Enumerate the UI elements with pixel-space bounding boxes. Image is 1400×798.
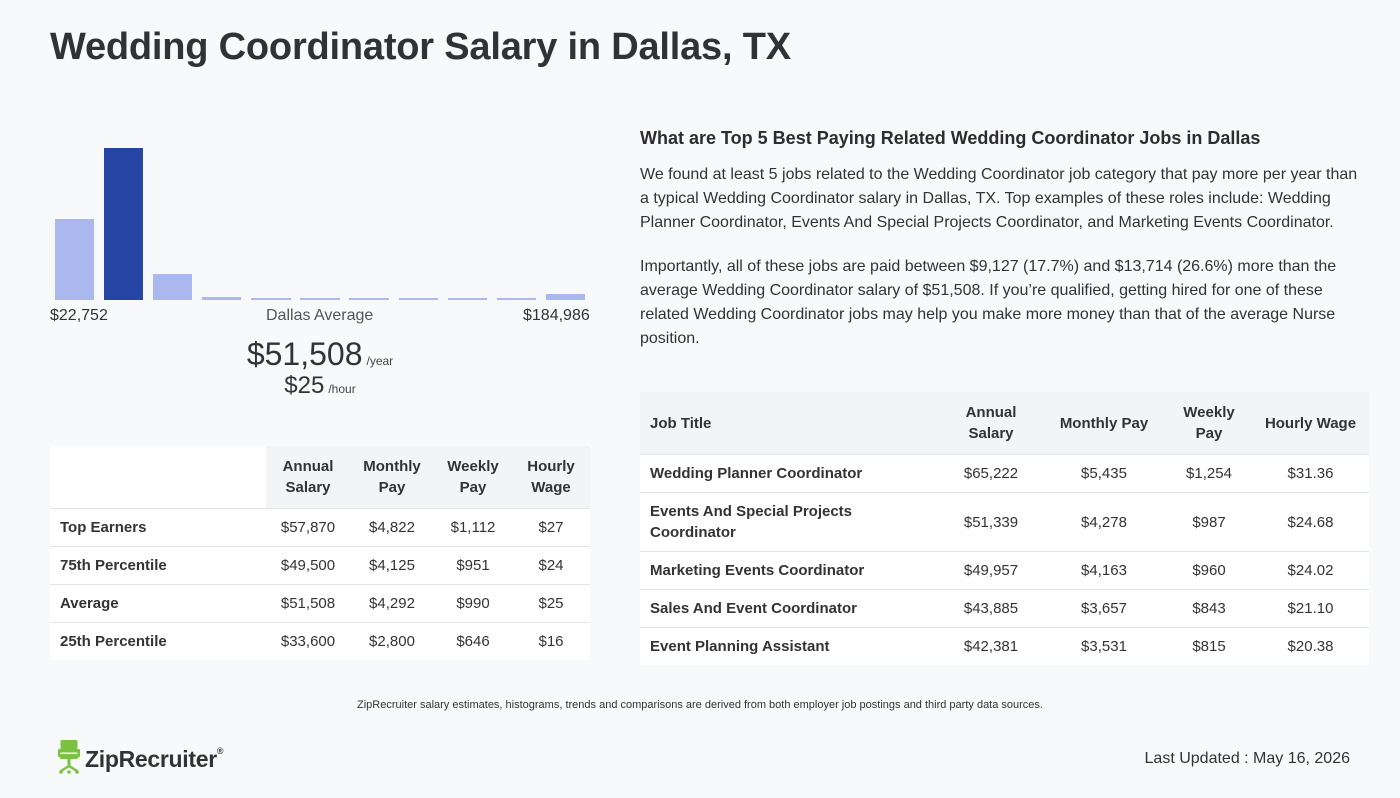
average-hourly-unit: /hour <box>328 382 356 396</box>
hourly-cell: $16 <box>512 622 590 660</box>
table-row: Wedding Planner Coordinator $65,222 $5,4… <box>640 454 1369 493</box>
header-annual-salary: Annual Salary <box>940 392 1042 455</box>
histogram-bar <box>398 298 438 300</box>
table-row: 75th Percentile $49,500 $4,125 $951 $24 <box>50 546 590 585</box>
header-monthly-pay: Monthly Pay <box>350 446 434 509</box>
histogram-bar <box>300 298 340 300</box>
related-jobs-header: Job Title Annual Salary Monthly Pay Week… <box>640 392 1369 455</box>
annual-cell: $43,885 <box>940 589 1042 628</box>
chair-icon <box>58 740 80 779</box>
salary-histogram <box>50 140 590 300</box>
hourly-cell: $27 <box>512 508 590 547</box>
annual-cell: $57,870 <box>266 508 350 547</box>
monthly-cell: $4,822 <box>350 508 434 547</box>
hourly-cell: $25 <box>512 584 590 623</box>
annual-cell: $33,600 <box>266 622 350 660</box>
percentile-table: Annual Salary Monthly Pay Weekly Pay Hou… <box>50 446 590 660</box>
histogram-max-label: $184,986 <box>523 307 590 324</box>
monthly-cell: $3,657 <box>1042 589 1166 628</box>
table-row: Average $51,508 $4,292 $990 $25 <box>50 584 590 623</box>
hourly-cell: $31.36 <box>1252 454 1369 493</box>
hourly-cell: $20.38 <box>1252 627 1369 665</box>
annual-cell: $49,957 <box>940 551 1042 590</box>
table-row: Events And Special Projects Coordinator … <box>640 492 1369 552</box>
annual-cell: $51,508 <box>266 584 350 623</box>
histogram-min-label: $22,752 <box>50 307 108 324</box>
hourly-cell: $24.68 <box>1252 492 1369 552</box>
header-hourly-wage: Hourly Wage <box>1252 392 1369 455</box>
weekly-cell: $960 <box>1166 551 1252 590</box>
job-title-cell: Sales And Event Coordinator <box>640 589 940 628</box>
average-yearly-value: $51,508 <box>246 336 363 372</box>
header-weekly-pay: Weekly Pay <box>1166 392 1252 455</box>
job-title-cell: Wedding Planner Coordinator <box>640 454 940 493</box>
job-title-cell: Events And Special Projects Coordinator <box>640 492 940 552</box>
annual-cell: $51,339 <box>940 492 1042 552</box>
job-title-cell: Event Planning Assistant <box>640 627 940 665</box>
weekly-cell: $646 <box>434 622 512 660</box>
header-weekly-pay: Weekly Pay <box>434 446 512 509</box>
related-jobs-table: Job Title Annual Salary Monthly Pay Week… <box>640 392 1369 665</box>
header-job-title: Job Title <box>640 392 940 455</box>
monthly-cell: $4,125 <box>350 546 434 585</box>
histogram-bar <box>54 219 95 300</box>
annual-cell: $65,222 <box>940 454 1042 493</box>
average-yearly-unit: /year <box>366 354 394 368</box>
related-jobs-intro: We found at least 5 jobs related to the … <box>640 166 1358 231</box>
histogram-bar <box>251 298 291 300</box>
table-row: 25th Percentile $33,600 $2,800 $646 $16 <box>50 622 590 660</box>
header-monthly-pay: Monthly Pay <box>1042 392 1166 455</box>
row-label: Top Earners <box>50 508 266 547</box>
monthly-cell: $4,278 <box>1042 492 1166 552</box>
histogram-bar <box>496 298 536 300</box>
hourly-cell: $21.10 <box>1252 589 1369 628</box>
monthly-cell: $4,292 <box>350 584 434 623</box>
average-hourly-value: $25 <box>284 372 325 399</box>
histogram-bar <box>104 148 144 300</box>
monthly-cell: $5,435 <box>1042 454 1166 493</box>
annual-cell: $42,381 <box>940 627 1042 665</box>
weekly-cell: $1,254 <box>1166 454 1252 493</box>
header-blank <box>50 446 266 509</box>
data-source-disclaimer: ZipRecruiter salary estimates, histogram… <box>357 699 1043 711</box>
monthly-cell: $3,531 <box>1042 627 1166 665</box>
table-row: Marketing Events Coordinator $49,957 $4,… <box>640 551 1369 590</box>
histogram-bar <box>447 298 487 300</box>
header-annual-salary: Annual Salary <box>266 446 350 509</box>
table-row: Top Earners $57,870 $4,822 $1,112 $27 <box>50 508 590 547</box>
weekly-cell: $990 <box>434 584 512 623</box>
page-title: Wedding Coordinator Salary in Dallas, TX <box>50 26 791 68</box>
hourly-cell: $24 <box>512 546 590 585</box>
histogram-bar <box>545 293 586 300</box>
logo-wordmark: ZipRecruiter® <box>85 746 224 772</box>
row-label: Average <box>50 584 266 623</box>
histogram-bar <box>349 298 389 300</box>
row-label: 75th Percentile <box>50 546 266 585</box>
header-hourly-wage: Hourly Wage <box>512 446 590 509</box>
monthly-cell: $4,163 <box>1042 551 1166 590</box>
hourly-cell: $24.02 <box>1252 551 1369 590</box>
row-label: 25th Percentile <box>50 622 266 660</box>
weekly-cell: $815 <box>1166 627 1252 665</box>
percentile-table-header: Annual Salary Monthly Pay Weekly Pay Hou… <box>50 446 590 509</box>
histogram-average-label: Dallas Average <box>266 307 374 324</box>
related-jobs-details: Importantly, all of these jobs are paid … <box>640 258 1337 347</box>
histogram-bar <box>153 274 193 300</box>
weekly-cell: $843 <box>1166 589 1252 628</box>
average-yearly: $51,508/year <box>50 336 590 373</box>
weekly-cell: $1,112 <box>434 508 512 547</box>
average-hourly: $25/hour <box>50 372 590 400</box>
annual-cell: $49,500 <box>266 546 350 585</box>
table-row: Sales And Event Coordinator $43,885 $3,6… <box>640 589 1369 628</box>
monthly-cell: $2,800 <box>350 622 434 660</box>
table-row: Event Planning Assistant $42,381 $3,531 … <box>640 627 1369 665</box>
weekly-cell: $951 <box>434 546 512 585</box>
histogram-bar <box>202 296 242 300</box>
ziprecruiter-logo: ZipRecruiter® <box>58 740 224 779</box>
related-jobs-heading: What are Top 5 Best Paying Related Weddi… <box>640 128 1261 148</box>
job-title-cell: Marketing Events Coordinator <box>640 551 940 590</box>
last-updated: Last Updated : May 16, 2026 <box>1144 750 1350 767</box>
weekly-cell: $987 <box>1166 492 1252 552</box>
